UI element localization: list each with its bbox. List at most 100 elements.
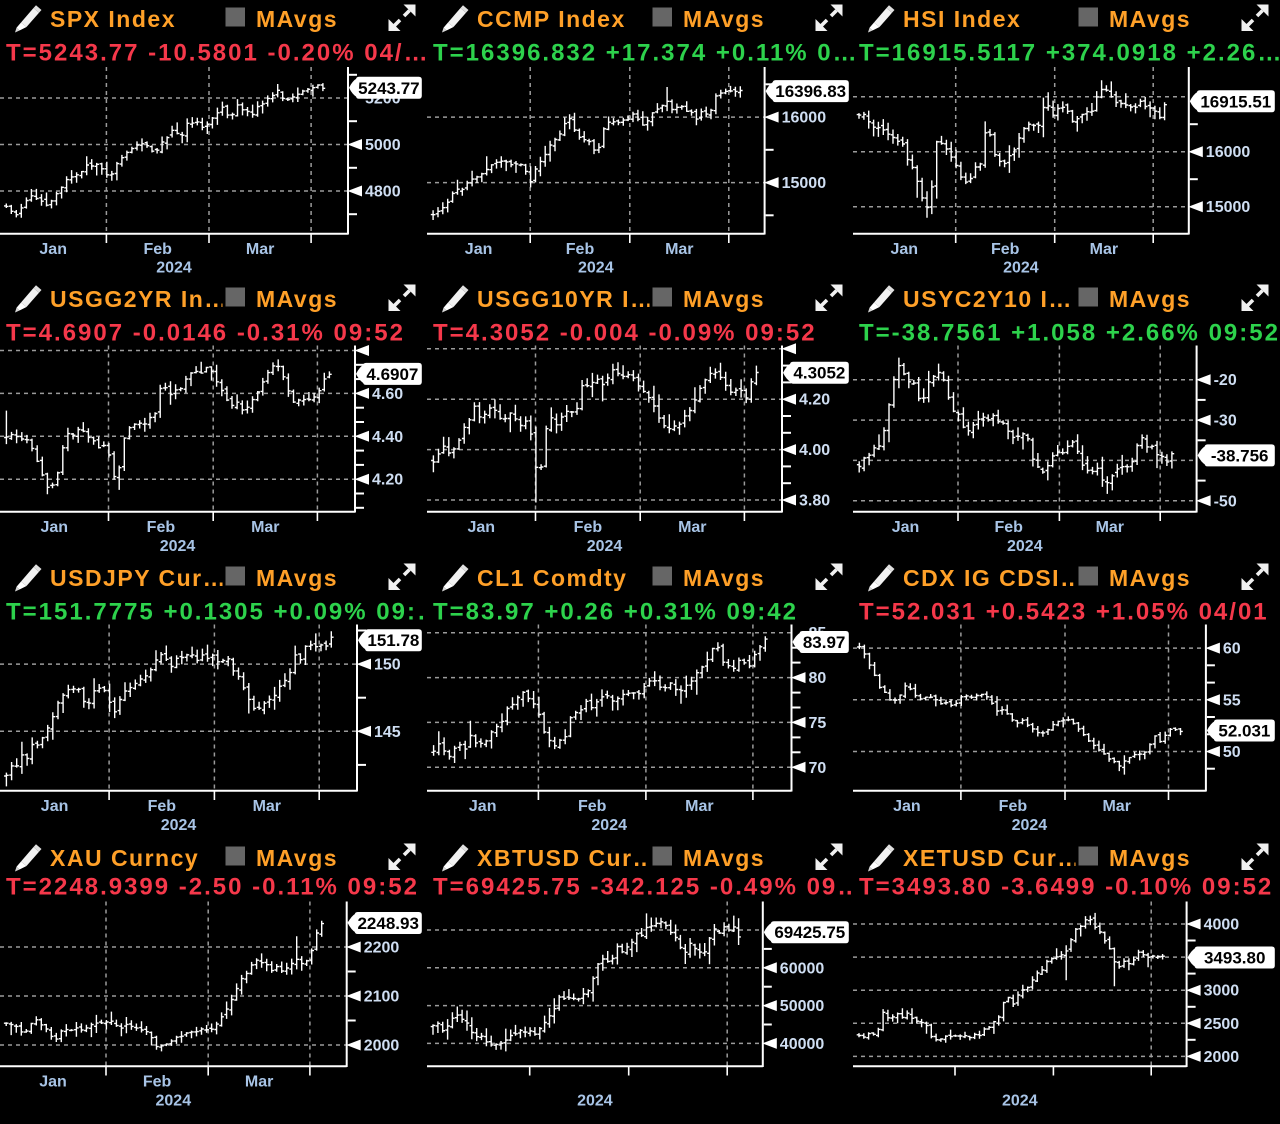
svg-text:Jan: Jan — [39, 241, 67, 258]
svg-text:2024: 2024 — [1003, 260, 1039, 277]
svg-text:MAvgs: MAvgs — [1109, 845, 1191, 871]
svg-text:4.20: 4.20 — [799, 391, 830, 408]
svg-text:151.78: 151.78 — [367, 631, 419, 650]
svg-text:Jan: Jan — [892, 519, 920, 536]
svg-text:80: 80 — [809, 670, 827, 687]
svg-text:15000: 15000 — [1206, 199, 1251, 216]
svg-text:T=-38.7561 +1.058 +2.66% 09:52: T=-38.7561 +1.058 +2.66% 09:52 — [859, 319, 1280, 346]
svg-text:52.031: 52.031 — [1218, 722, 1270, 741]
svg-text:T=5243.77 -10.5801 -0.20% 04/…: T=5243.77 -10.5801 -0.20% 04/… — [6, 40, 427, 67]
svg-text:2024: 2024 — [1012, 817, 1048, 834]
svg-text:T=2248.9399 -2.50 -0.11% 09:52: T=2248.9399 -2.50 -0.11% 09:52 — [6, 873, 419, 900]
svg-text:MAvgs: MAvgs — [256, 286, 338, 312]
svg-text:Mar: Mar — [253, 798, 281, 815]
svg-text:T=151.7775 +0.1305 +0.09% 09:…: T=151.7775 +0.1305 +0.09% 09:… — [6, 599, 427, 626]
svg-text:T=4.3052 -0.004 -0.09% 09:52: T=4.3052 -0.004 -0.09% 09:52 — [433, 319, 817, 346]
svg-text:Mar: Mar — [1096, 519, 1124, 536]
svg-text:MAvgs: MAvgs — [1109, 565, 1191, 591]
svg-text:USGG10YR I…: USGG10YR I… — [477, 286, 655, 312]
svg-text:Feb: Feb — [578, 798, 607, 815]
svg-text:Mar: Mar — [1102, 798, 1130, 815]
svg-text:2024: 2024 — [156, 1092, 192, 1109]
svg-text:MAvgs: MAvgs — [256, 6, 338, 32]
svg-text:145: 145 — [374, 724, 401, 741]
svg-text:Mar: Mar — [251, 519, 279, 536]
svg-text:16915.51: 16915.51 — [1200, 92, 1271, 111]
svg-text:2024: 2024 — [161, 817, 197, 834]
svg-text:3493.80: 3493.80 — [1204, 948, 1265, 967]
svg-text:2200: 2200 — [364, 939, 400, 956]
svg-text:2024: 2024 — [578, 260, 614, 277]
svg-text:Feb: Feb — [143, 1073, 172, 1090]
svg-text:USDJPY Cur…: USDJPY Cur… — [50, 565, 227, 591]
svg-text:HSI Index: HSI Index — [903, 6, 1021, 32]
svg-text:T=16396.832 +17.374 +0.11% 0…: T=16396.832 +17.374 +0.11% 0… — [433, 40, 854, 67]
svg-text:2000: 2000 — [364, 1037, 400, 1054]
svg-text:69425.75: 69425.75 — [774, 923, 845, 942]
svg-text:83.97: 83.97 — [803, 633, 846, 652]
svg-text:Mar: Mar — [245, 1073, 273, 1090]
svg-text:MAvgs: MAvgs — [683, 6, 765, 32]
svg-text:Feb: Feb — [991, 241, 1020, 258]
svg-text:2100: 2100 — [364, 988, 400, 1005]
svg-text:XBTUSD Cur…: XBTUSD Cur… — [477, 845, 657, 871]
svg-text:-30: -30 — [1214, 412, 1237, 429]
svg-text:T=83.97 +0.26 +0.31% 09:42: T=83.97 +0.26 +0.31% 09:42 — [433, 599, 798, 626]
svg-text:T=69425.75 -342.125 -0.49% 09…: T=69425.75 -342.125 -0.49% 09… — [433, 873, 854, 900]
svg-text:Feb: Feb — [148, 798, 177, 815]
svg-text:Mar: Mar — [678, 519, 706, 536]
svg-text:4.6907: 4.6907 — [366, 364, 418, 383]
svg-text:4.00: 4.00 — [799, 442, 830, 459]
svg-text:50: 50 — [1223, 744, 1241, 761]
svg-text:MAvgs: MAvgs — [256, 565, 338, 591]
svg-text:Jan: Jan — [469, 798, 497, 815]
svg-text:15000: 15000 — [782, 175, 827, 192]
svg-text:T=52.031 +0.5423 +1.05% 04/01: T=52.031 +0.5423 +1.05% 04/01 — [859, 599, 1269, 626]
svg-text:60: 60 — [1223, 641, 1241, 658]
svg-text:Feb: Feb — [994, 519, 1023, 536]
svg-text:4000: 4000 — [1204, 916, 1240, 933]
svg-text:5243.77: 5243.77 — [358, 79, 419, 98]
svg-text:T=16915.5117 +374.0918 +2.26…: T=16915.5117 +374.0918 +2.26… — [859, 40, 1280, 67]
svg-text:50000: 50000 — [780, 998, 825, 1015]
svg-text:2024: 2024 — [160, 538, 196, 555]
svg-text:4.3052: 4.3052 — [793, 363, 845, 382]
svg-text:2024: 2024 — [1007, 538, 1043, 555]
svg-text:Feb: Feb — [574, 519, 603, 536]
svg-text:2024: 2024 — [1002, 1092, 1038, 1109]
svg-text:CCMP Index: CCMP Index — [477, 6, 626, 32]
svg-text:16000: 16000 — [1206, 144, 1251, 161]
svg-text:T=3493.80 -3.6499 -0.10% 09:52: T=3493.80 -3.6499 -0.10% 09:52 — [859, 873, 1273, 900]
svg-text:70: 70 — [809, 760, 827, 777]
svg-text:2248.93: 2248.93 — [357, 914, 418, 933]
svg-text:3.80: 3.80 — [799, 492, 830, 509]
svg-text:2000: 2000 — [1204, 1048, 1240, 1065]
svg-text:USGG2YR In…: USGG2YR In… — [50, 286, 229, 312]
svg-text:2024: 2024 — [577, 1092, 613, 1109]
svg-text:MAvgs: MAvgs — [683, 845, 765, 871]
svg-text:Feb: Feb — [566, 241, 595, 258]
svg-text:Jan: Jan — [893, 798, 921, 815]
svg-text:2024: 2024 — [587, 538, 623, 555]
svg-text:MAvgs: MAvgs — [1109, 286, 1191, 312]
svg-text:T=4.6907 -0.0146 -0.31% 09:52: T=4.6907 -0.0146 -0.31% 09:52 — [6, 319, 405, 346]
svg-text:4.20: 4.20 — [372, 471, 403, 488]
svg-text:USYC2Y10 I…: USYC2Y10 I… — [903, 286, 1073, 312]
svg-text:16396.83: 16396.83 — [775, 82, 846, 101]
svg-text:40000: 40000 — [780, 1035, 825, 1052]
svg-text:Mar: Mar — [1090, 241, 1118, 258]
svg-text:Jan: Jan — [465, 241, 493, 258]
svg-text:MAvgs: MAvgs — [683, 565, 765, 591]
svg-text:55: 55 — [1223, 692, 1241, 709]
svg-text:75: 75 — [809, 715, 827, 732]
svg-text:Feb: Feb — [147, 519, 176, 536]
svg-text:Feb: Feb — [999, 798, 1028, 815]
svg-text:CL1 Comdty: CL1 Comdty — [477, 565, 627, 591]
svg-text:Jan: Jan — [41, 519, 69, 536]
svg-text:CDX IG CDSI…: CDX IG CDSI… — [903, 565, 1085, 591]
svg-text:MAvgs: MAvgs — [1109, 6, 1191, 32]
svg-text:4.40: 4.40 — [372, 428, 403, 445]
svg-text:Mar: Mar — [665, 241, 693, 258]
svg-text:Feb: Feb — [143, 241, 172, 258]
svg-text:-50: -50 — [1214, 493, 1237, 510]
